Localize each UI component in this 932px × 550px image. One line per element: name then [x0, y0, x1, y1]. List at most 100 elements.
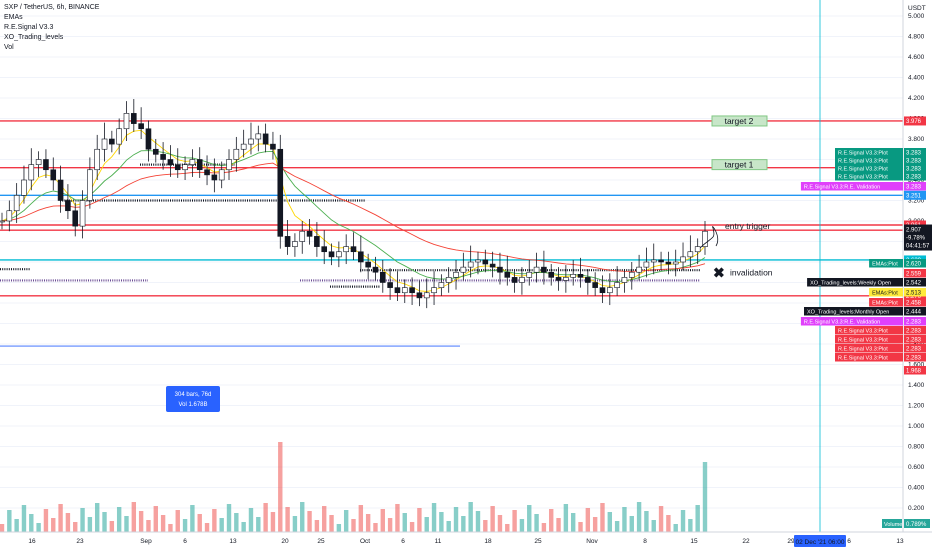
- candle-body: [262, 133, 269, 145]
- x-tick-label: 18: [484, 538, 492, 545]
- candle-body: [533, 266, 540, 273]
- candle-body: [467, 261, 474, 268]
- candle-body: [592, 282, 598, 288]
- volume-bar: [109, 521, 115, 532]
- x-tick-label: 16: [28, 538, 36, 545]
- indicator-tag-name: R.E.Signal V3.3:Plot: [838, 150, 888, 156]
- candle-body: [255, 133, 262, 140]
- candle-body: [416, 292, 423, 299]
- candle-body: [0, 220, 5, 223]
- candle-body: [628, 271, 635, 278]
- candle-body: [563, 277, 569, 281]
- volume-bar: [226, 504, 232, 532]
- target-1-label: target 1: [725, 160, 754, 170]
- y-tick-label: 5.000: [908, 13, 925, 20]
- x-tick-label: 13: [229, 538, 237, 545]
- symbol-title[interactable]: SXP / TetherUS, 6h, BINANCE: [4, 4, 100, 11]
- indicator-xo-levels[interactable]: XO_Trading_levels: [4, 34, 64, 41]
- candle-body: [401, 287, 408, 294]
- volume-bar: [380, 509, 385, 532]
- indicator-tag-name: R.E.Signal V3.3:R.E. Validation: [804, 184, 880, 190]
- y-tick-label: 1.600: [908, 362, 925, 369]
- candle-body: [94, 148, 100, 171]
- volume-bar: [527, 505, 532, 532]
- volume-bar: [512, 510, 517, 532]
- volume-bar: [138, 511, 144, 532]
- indicator-tag-value-bg: [904, 172, 926, 181]
- volume-bar: [563, 504, 569, 532]
- candle-body: [233, 148, 240, 160]
- indicator-emas[interactable]: EMAs: [4, 14, 23, 21]
- chart-legend: SXP / TetherUS, 6h, BINANCE EMAs R.E.Sig…: [4, 3, 99, 53]
- grid: [0, 15, 903, 509]
- volume-bar: [680, 510, 686, 532]
- last-price-text: 2.907: [906, 228, 922, 234]
- candle-body: [138, 123, 144, 130]
- last-price-box: [904, 224, 932, 251]
- candle-body: [665, 261, 672, 265]
- volume-bar: [124, 516, 129, 532]
- x-tick-label: Oct: [360, 538, 370, 545]
- indicator-tag-value: 2.283: [906, 337, 922, 343]
- volume-bar: [0, 524, 5, 532]
- volume-bar: [666, 515, 671, 532]
- indicator-tag-name-bg: [800, 317, 903, 326]
- candle-body: [526, 271, 533, 278]
- candle-body: [343, 246, 349, 253]
- indicator-volume[interactable]: Vol: [4, 44, 14, 51]
- candle-body: [387, 282, 393, 288]
- candle-body: [145, 128, 152, 150]
- x-tick-label: 8: [643, 538, 647, 545]
- candle-body: [306, 230, 313, 237]
- candle-body: [328, 251, 335, 258]
- candle-body: [489, 263, 496, 268]
- candle-body: [65, 200, 71, 212]
- volume-bar: [94, 503, 100, 532]
- indicator-tag-value-bg: [904, 164, 926, 173]
- candle-body: [687, 251, 694, 258]
- indicator-tag-value: 3.283: [906, 158, 922, 164]
- volume-bar: [43, 509, 49, 532]
- y-tick-label: 0.600: [908, 464, 925, 471]
- time-axis[interactable]: 16 23 Sep 6 13 20 25 Oct 6 11 18 25 Nov 8 15 22 29 6 13 02 …: [0, 531, 932, 547]
- candle-body: [694, 246, 701, 253]
- candle-body: [131, 113, 137, 124]
- volume-bar: [7, 510, 12, 532]
- measure-volume-text: Vol 1.678B: [178, 402, 207, 408]
- x-tick-label: 29: [787, 538, 795, 545]
- candle-body: [365, 261, 371, 268]
- volume-tag-value-bg: [904, 519, 930, 528]
- candle-body: [152, 148, 159, 155]
- indicator-tag-value-bg: [904, 317, 926, 326]
- x-tick-label: 6: [847, 538, 851, 545]
- volume-bar: [131, 502, 137, 532]
- volume-bar: [21, 505, 27, 532]
- indicator-tag-value: 2.458: [906, 300, 922, 306]
- candle-body: [336, 251, 342, 258]
- indicator-re-signal[interactable]: R.E.Signal V3.3: [4, 24, 54, 31]
- volume-bar: [483, 520, 488, 532]
- candle-body: [577, 273, 584, 278]
- indicator-tag-value-bg: [904, 288, 926, 297]
- volume-bar: [702, 462, 708, 532]
- candle-body: [672, 261, 679, 265]
- candle-body: [460, 266, 467, 273]
- candle-body: [453, 271, 459, 278]
- indicator-tag-value-bg: [904, 298, 926, 307]
- indicator-tag-value-bg: [904, 307, 926, 316]
- volume-bars: [0, 442, 708, 532]
- volume-bar: [592, 517, 598, 532]
- volume-bar: [256, 517, 261, 532]
- candle-body: [160, 154, 166, 160]
- volume-bar: [292, 516, 298, 532]
- indicator-tag-name: R.E.Signal V3.3:R.E. Validation: [804, 319, 880, 325]
- volume-bar: [688, 519, 693, 532]
- volume-bar: [585, 508, 591, 532]
- volume-bar: [73, 522, 78, 532]
- currency-label: USDT: [908, 5, 926, 12]
- indicator-tag-value-bg: [904, 269, 926, 278]
- candle-body: [475, 259, 481, 263]
- volume-bar: [204, 523, 210, 532]
- level-price-tag-text: 3.251: [906, 193, 922, 199]
